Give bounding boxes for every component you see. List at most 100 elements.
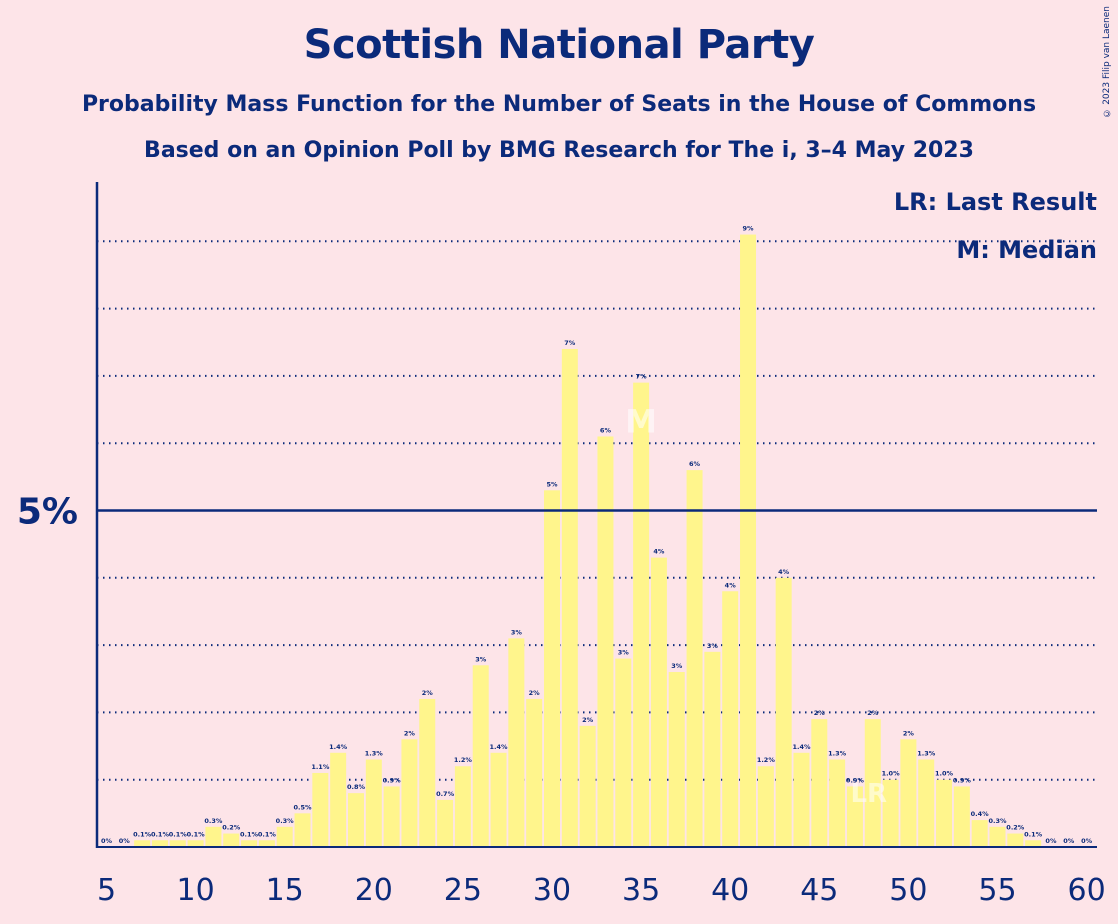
bar-label: 0% [101, 837, 113, 845]
bar [757, 766, 774, 847]
bar [793, 752, 810, 847]
bar [454, 766, 471, 847]
bar-label: 0% [119, 837, 131, 845]
bar-label: 6% [689, 460, 701, 468]
bar [383, 786, 400, 847]
bar [276, 826, 293, 847]
bar-label: 7% [636, 373, 648, 381]
bar-label: 1.1% [311, 763, 330, 771]
axes: 5% 5 10 15 20 25 30 35 40 45 50 55 60 [17, 182, 1106, 908]
bar [365, 759, 382, 847]
bar-label: 0.9% [846, 776, 865, 784]
bar-label: 0.7% [436, 790, 455, 798]
x-tick-label: 55 [978, 873, 1016, 908]
bar [223, 833, 240, 847]
bar-labels: 0% 0%0.1% 0.1% 0.1% 0.1%0.3%0.2%0.1% 0.1%0.3%… [101, 225, 1093, 845]
bar [722, 591, 739, 847]
bar [134, 840, 151, 847]
bar [1025, 840, 1042, 847]
bar [437, 799, 454, 847]
bar [544, 490, 560, 847]
bar [918, 759, 935, 847]
bar-label: 0.4% [971, 810, 990, 818]
bar-label: 4% [653, 548, 665, 556]
chart-subtitle: Probability Mass Function for the Number… [81, 92, 1037, 117]
bar-label: 0.1% [240, 830, 259, 838]
bar [312, 772, 329, 847]
bar-label: 0.2% [222, 824, 241, 832]
bar-label: 0.1% [187, 830, 206, 838]
bar-label: 0.2% [1006, 824, 1025, 832]
bar-label: 0% [1045, 837, 1057, 845]
bar [330, 752, 347, 847]
bar-label: 0.1% [169, 830, 188, 838]
bar [151, 840, 168, 847]
bar-label: 0% [1081, 837, 1093, 845]
bar [900, 739, 917, 847]
chart-source: Based on an Opinion Poll by BMG Research… [144, 138, 974, 163]
bar [508, 638, 525, 847]
x-tick-label: 25 [444, 873, 482, 908]
bar [882, 779, 899, 847]
bar-label: 0.3% [276, 817, 295, 825]
bar [686, 470, 703, 847]
bar-label: 1.4% [792, 743, 811, 751]
bar-label: 4% [778, 568, 790, 576]
bar-label: 2% [529, 689, 541, 697]
bar [294, 813, 311, 847]
bar-label: 2% [814, 709, 826, 717]
bar-label: 2% [582, 716, 594, 724]
bar [829, 759, 846, 847]
markers: M LR [625, 403, 887, 809]
bar-label: 5% [546, 480, 558, 488]
x-tick-label: 40 [711, 873, 749, 908]
bar [615, 658, 632, 847]
bar-label: 3% [707, 642, 719, 650]
bar [989, 826, 1006, 847]
bar [401, 739, 418, 847]
bar-label: 1.3% [365, 750, 384, 758]
bar [561, 348, 578, 847]
bar-label: 1.2% [454, 756, 473, 764]
bar [241, 840, 258, 847]
legend-median: M: Median [956, 236, 1097, 264]
x-tick-label: 30 [533, 873, 571, 908]
x-tick-label: 15 [266, 873, 304, 908]
bar-label: 2% [422, 689, 434, 697]
x-tick-label: 60 [1068, 873, 1106, 908]
x-tick-label: 45 [800, 873, 838, 908]
bar [205, 826, 222, 847]
bar-label: 3% [671, 662, 683, 670]
bar-label: 0% [1063, 837, 1075, 845]
last-result-marker: LR [850, 779, 887, 809]
bar-label: 3% [511, 628, 523, 636]
bar-label: 1.0% [882, 770, 901, 778]
bar [258, 840, 275, 847]
bar-label: 2% [404, 729, 416, 737]
bar-label: 0.8% [347, 783, 366, 791]
bar-label: 0.5% [294, 803, 313, 811]
bar-label: 3% [475, 655, 487, 663]
bar-label: 1.4% [490, 743, 509, 751]
bar-label: 1.4% [329, 743, 348, 751]
bar [971, 820, 988, 847]
bar [526, 698, 543, 847]
bar [864, 719, 881, 847]
bar [811, 719, 828, 847]
bar [633, 382, 650, 847]
bar-label: 2% [903, 729, 915, 737]
bar [936, 779, 953, 847]
bar [953, 786, 970, 847]
bar [846, 786, 863, 847]
bar [775, 577, 792, 847]
x-tick-label: 20 [355, 873, 393, 908]
bar-label: 2% [867, 709, 879, 717]
bar [579, 725, 596, 847]
bar [347, 793, 364, 847]
bar-label: 4% [725, 581, 737, 589]
bar-label: 9% [742, 225, 754, 233]
bar-label: 6% [600, 426, 612, 434]
bar-label: 1.3% [828, 750, 847, 758]
bar [490, 752, 507, 847]
